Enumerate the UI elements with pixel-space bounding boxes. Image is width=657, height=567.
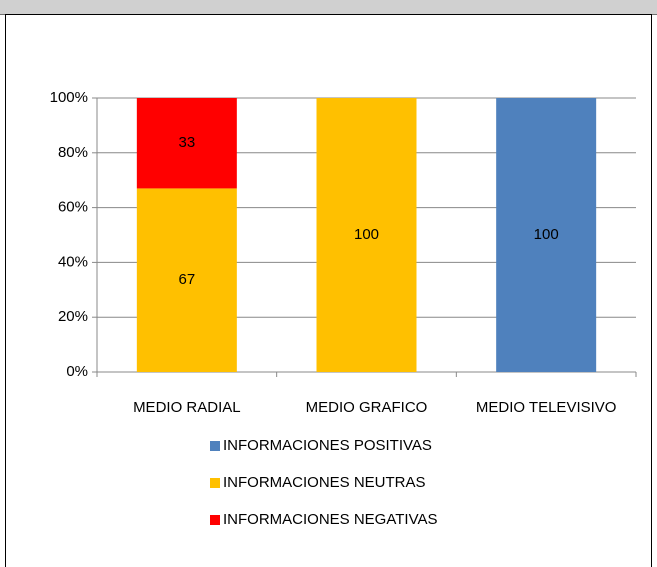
data-label: 67 [178, 271, 195, 288]
x-tick-label: MEDIO TELEVISIVO [476, 399, 617, 416]
x-tick-label: MEDIO RADIAL [133, 399, 241, 416]
chart-frame [5, 14, 652, 567]
legend-swatch [210, 478, 220, 488]
legend-label: INFORMACIONES NEUTRAS [223, 474, 426, 491]
y-tick-label: 40% [58, 253, 88, 270]
y-tick-label: 60% [58, 199, 88, 216]
bar-segment [136, 98, 237, 189]
y-tick-label: 20% [58, 308, 88, 325]
y-tick-label: 80% [58, 144, 88, 161]
legend-swatch [210, 515, 220, 525]
y-tick-label: 100% [50, 89, 88, 106]
legend-label: INFORMACIONES POSITIVAS [223, 437, 432, 454]
bar-segment [496, 98, 597, 372]
y-tick-label: 0% [66, 363, 88, 380]
data-label: 100 [354, 226, 379, 243]
bar-segment [136, 188, 237, 372]
data-label: 100 [534, 226, 559, 243]
title-bar [0, 0, 657, 14]
legend-swatch [210, 441, 220, 451]
bar-segment [316, 98, 417, 372]
x-tick-label: MEDIO GRAFICO [306, 399, 428, 416]
legend-label: INFORMACIONES NEGATIVAS [223, 511, 437, 528]
data-label: 33 [178, 134, 195, 151]
